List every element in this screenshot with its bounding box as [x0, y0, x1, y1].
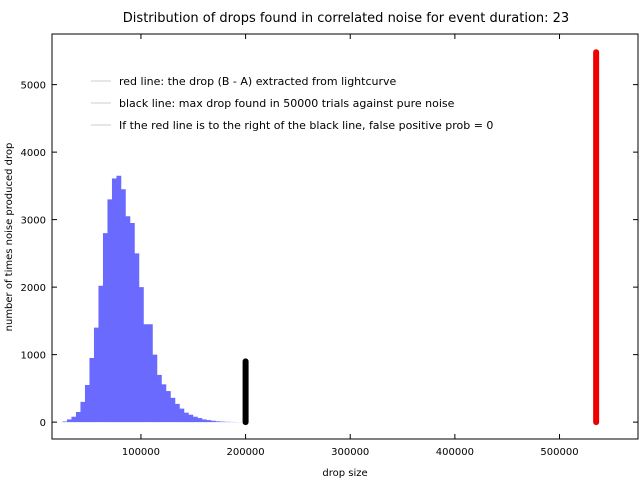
histogram-bar [62, 421, 68, 423]
histogram-bar [210, 420, 216, 423]
y-tick-label: 5000 [21, 81, 46, 92]
histogram-bar [197, 418, 203, 423]
x-tick-label: 100000 [122, 447, 160, 458]
y-tick-label: 3000 [21, 216, 46, 227]
histogram-bar [120, 189, 126, 423]
y-tick-label: 4000 [21, 148, 46, 159]
histogram-bar [98, 285, 104, 423]
histogram-bar [84, 385, 90, 423]
histogram-bar [188, 414, 194, 423]
histogram-bar [174, 403, 180, 423]
histogram-bar [125, 216, 131, 423]
x-tick-label: 400000 [436, 447, 474, 458]
histogram-bar [111, 178, 117, 423]
histogram-bar [71, 416, 77, 423]
histogram-bar [156, 374, 162, 423]
x-tick-label: 500000 [540, 447, 578, 458]
histogram-bar [170, 397, 176, 423]
y-axis-label: number of times noise produced drop [4, 143, 15, 332]
legend-entry: black line: max drop found in 50000 tria… [119, 97, 455, 110]
x-tick-label: 200000 [226, 447, 264, 458]
y-axis-ticks: 0 1000 2000 3000 4000 5000 [21, 81, 638, 429]
histogram-bar [179, 408, 185, 423]
histogram-bar [107, 199, 113, 423]
histogram-bar [219, 421, 225, 423]
legend-entry: If the red line is to the right of the b… [119, 119, 493, 132]
histogram-bar [143, 324, 149, 423]
x-axis-label: drop size [322, 468, 367, 479]
y-tick-label: 1000 [21, 351, 46, 362]
histogram-bar [129, 223, 135, 423]
histogram-bar [206, 420, 212, 423]
histogram-bar [161, 384, 167, 423]
histogram-bar [80, 401, 86, 423]
plot-frame [51, 33, 639, 440]
histogram-bar [147, 324, 153, 423]
histogram-bar [66, 419, 72, 423]
x-axis-ticks: 100000 200000 300000 400000 500000 [122, 34, 579, 458]
y-tick-label: 2000 [21, 283, 46, 294]
histogram-bar [215, 421, 221, 423]
histogram-bar [93, 327, 99, 423]
legend: red line: the drop (B - A) extracted fro… [91, 75, 493, 132]
histogram-bar [152, 354, 158, 423]
histogram-bar [192, 416, 198, 423]
histogram-bar [165, 391, 171, 423]
histogram-bar [138, 287, 144, 423]
drop-lines [242, 49, 600, 426]
histogram-bar [201, 419, 207, 423]
chart-title: Distribution of drops found in correlate… [123, 11, 569, 26]
histogram-bar [102, 233, 108, 423]
legend-entry: red line: the drop (B - A) extracted fro… [119, 75, 397, 88]
x-tick-label: 300000 [331, 447, 369, 458]
histogram-bar [75, 412, 81, 423]
histogram-bar [183, 412, 189, 423]
histogram-bar [134, 253, 140, 423]
histogram-bar [89, 358, 95, 423]
histogram-bars [62, 175, 243, 423]
y-tick-label: 0 [40, 418, 46, 429]
histogram-bar [116, 175, 122, 423]
